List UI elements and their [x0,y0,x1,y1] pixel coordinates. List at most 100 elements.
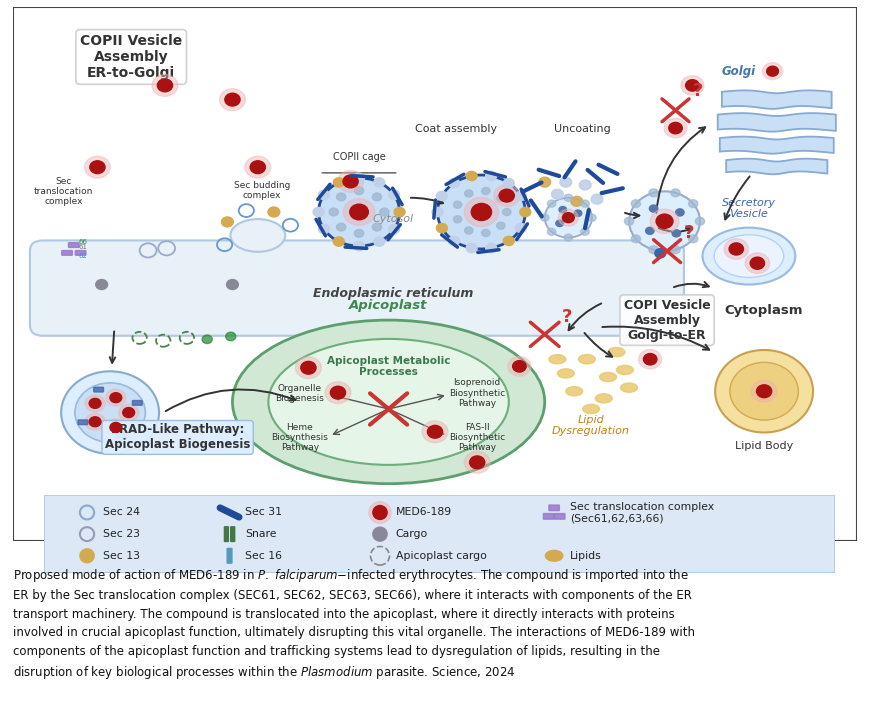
Circle shape [222,217,233,227]
Circle shape [464,227,473,234]
Circle shape [96,279,108,289]
Text: 61: 61 [78,244,87,250]
PathPatch shape [719,137,833,154]
Circle shape [663,118,687,137]
Text: Isoprenoid
Biosynthetic
Pathway: Isoprenoid Biosynthetic Pathway [448,379,505,408]
Circle shape [464,190,473,197]
Circle shape [756,384,771,397]
Text: ?: ? [561,308,571,326]
Circle shape [453,201,461,208]
Circle shape [694,218,704,225]
Circle shape [157,79,172,92]
Circle shape [750,380,776,402]
Ellipse shape [599,372,616,382]
FancyBboxPatch shape [30,241,683,336]
Circle shape [336,223,345,231]
Text: Heme
Biosynthesis
Pathway: Heme Biosynthesis Pathway [271,422,328,453]
Text: 66: 66 [78,239,87,245]
Circle shape [587,214,595,221]
Circle shape [485,171,496,180]
Circle shape [561,213,574,223]
Circle shape [466,171,476,180]
Circle shape [519,208,530,217]
Text: Sec budding
complex: Sec budding complex [234,180,290,200]
Circle shape [466,243,476,253]
Circle shape [540,214,548,221]
Circle shape [333,237,344,246]
Circle shape [336,193,345,200]
Circle shape [224,93,240,106]
Circle shape [337,170,363,193]
Circle shape [90,161,105,173]
Text: Lipid Body: Lipid Body [734,441,793,451]
Text: Lipid
Dysregulation: Lipid Dysregulation [552,415,629,436]
Circle shape [547,200,555,207]
Circle shape [723,238,747,259]
Circle shape [563,234,572,241]
Text: Coat assembly: Coat assembly [415,124,496,134]
FancyBboxPatch shape [116,433,126,438]
Circle shape [374,237,384,246]
PathPatch shape [726,159,826,174]
Circle shape [313,208,323,217]
Circle shape [514,223,526,233]
Circle shape [89,417,101,427]
Ellipse shape [701,228,794,284]
Circle shape [373,527,387,541]
Circle shape [502,208,510,216]
Circle shape [538,177,550,187]
Circle shape [342,175,358,188]
Circle shape [670,246,680,253]
Text: Apicoplast: Apicoplast [349,299,428,311]
Circle shape [494,185,519,206]
Circle shape [624,218,633,225]
Circle shape [325,382,350,404]
Circle shape [514,191,526,200]
Circle shape [496,195,504,202]
Ellipse shape [620,383,637,392]
Circle shape [668,122,681,134]
Text: Sec 24: Sec 24 [103,508,140,518]
Circle shape [84,156,110,178]
Text: Endoplasmic reticulum: Endoplasmic reticulum [312,287,473,300]
Circle shape [250,161,265,173]
Circle shape [85,395,105,412]
Circle shape [745,253,769,274]
Circle shape [555,220,563,226]
Ellipse shape [230,219,285,252]
FancyBboxPatch shape [227,548,232,563]
Text: Lipids: Lipids [569,551,601,561]
Circle shape [547,228,555,236]
Circle shape [268,207,280,217]
Circle shape [388,190,399,200]
Circle shape [61,372,159,454]
Circle shape [80,549,94,563]
Text: Sec 16: Sec 16 [245,551,282,561]
Circle shape [379,208,388,216]
Circle shape [123,407,135,417]
FancyBboxPatch shape [78,420,88,425]
FancyBboxPatch shape [554,513,564,519]
Text: Organelle
Biogenesis: Organelle Biogenesis [275,384,324,403]
Circle shape [502,236,514,246]
Circle shape [152,74,177,96]
Circle shape [672,230,680,237]
Circle shape [75,383,145,442]
Circle shape [648,246,658,253]
Ellipse shape [548,354,565,364]
Circle shape [680,76,703,95]
Circle shape [353,173,364,183]
Circle shape [349,204,368,220]
Text: MED6-189: MED6-189 [395,508,451,518]
Circle shape [590,194,602,204]
Circle shape [544,198,591,238]
Circle shape [766,66,778,76]
Circle shape [502,178,514,188]
Circle shape [580,228,588,236]
Ellipse shape [565,387,582,396]
Circle shape [106,390,126,406]
Circle shape [579,180,590,190]
Circle shape [574,210,581,216]
Circle shape [333,178,344,187]
Circle shape [219,89,245,110]
